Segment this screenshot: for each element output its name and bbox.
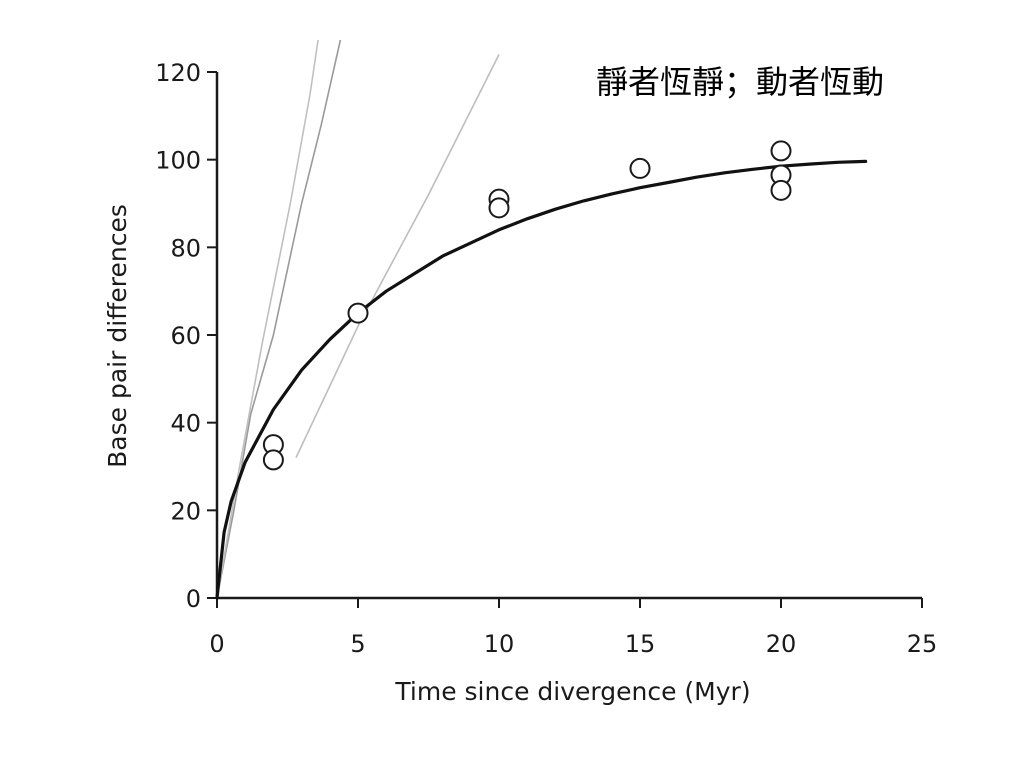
data-point <box>770 140 792 162</box>
x-axis-label: Time since divergence (Myr) <box>394 677 750 706</box>
data-point <box>488 197 510 219</box>
x-tick-label: 15 <box>625 630 656 658</box>
data-point <box>629 157 651 179</box>
fit-curve-line <box>215 159 868 600</box>
faint-line-1 <box>217 40 319 598</box>
y-tick-label: 0 <box>186 585 201 613</box>
data-point <box>347 302 369 324</box>
y-tick-label: 100 <box>155 147 201 175</box>
faint-line-0 <box>217 40 342 598</box>
x-tick-label: 25 <box>907 630 938 658</box>
data-point <box>262 449 284 471</box>
x-ticks: 0 5 10 15 20 25 <box>209 598 937 658</box>
x-tick-label: 20 <box>766 630 797 658</box>
x-tick-label: 0 <box>209 630 224 658</box>
y-tick-label: 120 <box>155 59 201 87</box>
data-point <box>770 179 792 201</box>
y-tick-label: 40 <box>170 410 201 438</box>
y-ticks: 0 20 40 60 80 100 120 <box>155 59 217 613</box>
faint-line-2 <box>295 54 500 459</box>
y-axis-label: Base pair differences <box>103 204 132 468</box>
caption-text: 靜者恆靜；動者恆動 <box>596 63 884 101</box>
data-points-layer <box>262 140 792 471</box>
x-tick-label: 5 <box>350 630 365 658</box>
y-tick-label: 80 <box>170 234 201 262</box>
y-tick-label: 60 <box>170 322 201 350</box>
y-tick-label: 20 <box>170 497 201 525</box>
x-tick-label: 10 <box>484 630 515 658</box>
